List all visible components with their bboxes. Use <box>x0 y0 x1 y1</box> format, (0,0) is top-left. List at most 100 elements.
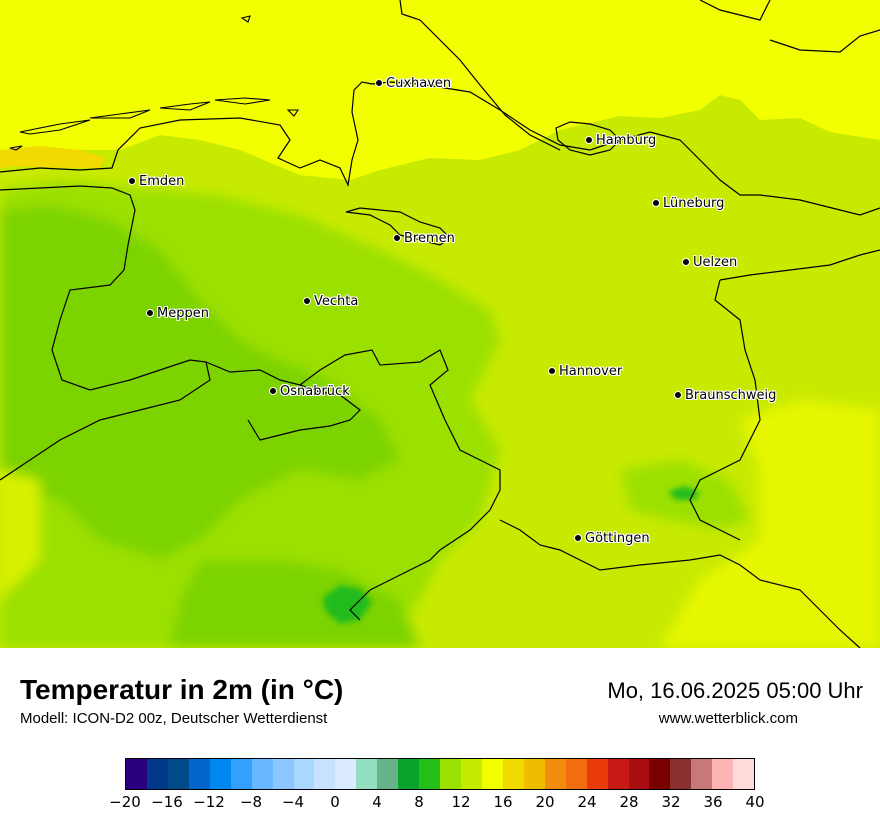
borders <box>0 0 880 648</box>
city-meppen: Meppen <box>146 307 209 321</box>
legend-swatch <box>251 759 273 789</box>
legend-swatch <box>733 759 755 789</box>
island-6 <box>240 15 251 23</box>
city-dot-icon <box>652 198 660 207</box>
mecklenburg-border <box>699 0 880 216</box>
city-dot-icon <box>548 366 556 375</box>
legend-swatch <box>440 759 461 789</box>
city-osnabrueck: Osnabrück <box>269 385 350 399</box>
city-label: Emden <box>139 174 185 189</box>
city-dot-icon <box>269 386 277 395</box>
legend-swatch <box>209 759 231 789</box>
city-bremen: Bremen <box>393 232 455 246</box>
saxony-anhalt-border <box>689 249 880 541</box>
warm-east <box>660 400 880 648</box>
legend-tick-label: 28 <box>619 793 639 811</box>
color-legend <box>125 758 755 790</box>
warm-south <box>0 470 40 600</box>
city-label: Hannover <box>559 364 623 379</box>
legend-swatch <box>691 759 713 789</box>
legend-swatch <box>565 759 587 789</box>
legend-ticks: −20 −16 −12 −8 −4 0 4 8 12 16 20 24 28 32 36 40 <box>109 793 764 817</box>
website-link[interactable]: www.wetterblick.com <box>658 710 798 727</box>
legend-swatch <box>356 759 378 789</box>
city-label: Lüneburg <box>663 196 725 211</box>
hamburg-border <box>555 121 621 156</box>
city-dot-icon <box>128 176 136 185</box>
warm-coast <box>0 146 105 168</box>
city-dot-icon <box>375 78 383 87</box>
legend-tick-label: −20 <box>109 793 141 811</box>
legend-swatch <box>544 759 566 789</box>
legend-tick-label: 16 <box>493 793 513 811</box>
city-lueneburg: Lüneburg <box>652 197 724 211</box>
legend-tick-label: 0 <box>330 793 340 811</box>
legend-swatch <box>126 759 147 789</box>
legend-swatch <box>188 759 210 789</box>
legend-tick-label: 36 <box>703 793 723 811</box>
legend-swatch <box>272 759 294 789</box>
sea-area <box>0 0 880 180</box>
legend-tick-label: 4 <box>372 793 382 811</box>
elbe <box>399 0 561 151</box>
city-label: Uelzen <box>693 255 738 270</box>
map-canvas <box>0 0 880 648</box>
city-dot-icon <box>393 233 401 242</box>
legend-swatch <box>586 759 608 789</box>
legend-swatch <box>481 759 503 789</box>
legend-swatch <box>523 759 545 789</box>
legend-swatch <box>502 759 524 789</box>
legend-swatch <box>167 759 189 789</box>
city-label: Braunschweig <box>685 388 777 403</box>
temperature-map[interactable]: Cuxhaven Hamburg Emden Lüneburg Bremen U… <box>0 0 880 648</box>
city-dot-icon <box>674 390 682 399</box>
legend-tick-label: −8 <box>239 793 263 811</box>
city-emden: Emden <box>128 175 184 189</box>
city-dot-icon <box>585 135 593 144</box>
legend-swatch <box>377 759 399 789</box>
city-label: Göttingen <box>585 531 650 546</box>
legend-swatch <box>461 759 482 789</box>
map-title: Temperatur in 2m (in °C) <box>20 674 344 705</box>
cool-region-south <box>170 560 420 648</box>
islands <box>9 15 300 151</box>
city-label: Meppen <box>157 306 209 321</box>
city-label: Cuxhaven <box>386 76 452 91</box>
island-1 <box>19 119 91 135</box>
legend-tick-label: 20 <box>535 793 555 811</box>
nrw-border <box>205 349 501 621</box>
legend-swatch <box>649 759 671 789</box>
osnabrueck-border <box>247 384 361 441</box>
dutch-border <box>0 185 211 481</box>
legend-tick-label: 32 <box>661 793 681 811</box>
city-braunschweig: Braunschweig <box>674 389 776 403</box>
bremen-border <box>345 207 451 246</box>
city-label: Vechta <box>314 294 359 309</box>
legend-swatch <box>628 759 650 789</box>
city-label: Osnabrück <box>280 384 350 399</box>
legend-swatch <box>670 759 692 789</box>
map-footer: Temperatur in 2m (in °C) Modell: ICON-D2… <box>0 648 880 830</box>
cold-patch-south <box>322 585 372 624</box>
legend-bar <box>125 758 755 790</box>
city-dot-icon <box>303 296 311 305</box>
legend-swatch <box>607 759 629 789</box>
model-info: Modell: ICON-D2 00z, Deutscher Wetterdie… <box>20 710 328 727</box>
legend-swatch <box>712 759 734 789</box>
island-2 <box>89 109 151 119</box>
legend-swatch <box>146 759 168 789</box>
legend-tick-label: −16 <box>151 793 183 811</box>
city-cuxhaven: Cuxhaven <box>375 77 451 91</box>
city-vechta: Vechta <box>303 295 358 309</box>
city-hamburg: Hamburg <box>585 134 656 148</box>
legend-swatch <box>230 759 252 789</box>
legend-tick-label: 40 <box>745 793 765 811</box>
city-uelzen: Uelzen <box>682 256 737 270</box>
city-goettingen: Göttingen <box>574 532 650 546</box>
forecast-datetime: Mo, 16.06.2025 05:00 Uhr <box>607 678 863 703</box>
city-dot-icon <box>682 257 690 266</box>
legend-tick-label: −12 <box>193 793 225 811</box>
city-label: Hamburg <box>596 133 657 148</box>
legend-swatch <box>398 759 420 789</box>
legend-tick-label: 12 <box>451 793 471 811</box>
